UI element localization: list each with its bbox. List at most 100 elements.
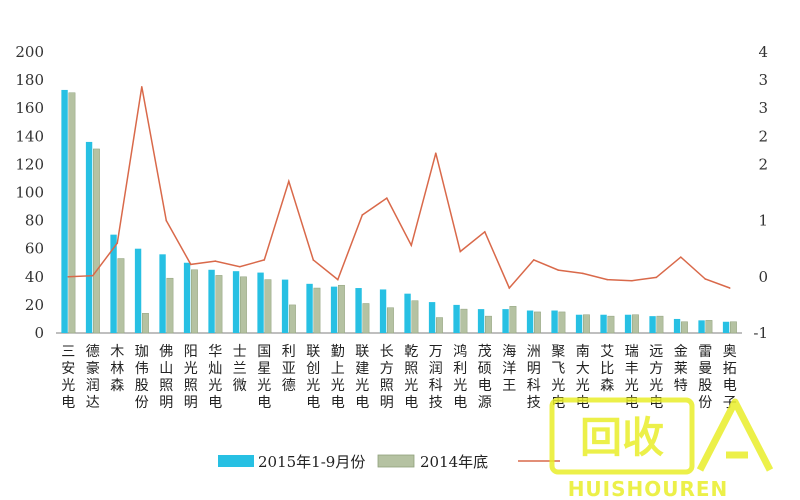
line-series-group [67, 86, 731, 290]
category-label: 国星光电 [257, 344, 271, 411]
line-point [336, 278, 339, 281]
bar-2015 [110, 234, 117, 333]
bar-2015 [526, 310, 534, 333]
category-label: 鸿利光电 [453, 343, 467, 411]
bar-2015 [61, 89, 68, 333]
line-point [67, 276, 70, 278]
line-point [385, 197, 388, 199]
bar-2015 [183, 262, 191, 333]
category-label: 雷曼股份 [698, 344, 712, 411]
watermark-logo-text: 回收 [580, 413, 664, 462]
watermark-brand-text: HUISHOUREN [568, 477, 729, 500]
bar-2014 [338, 284, 345, 334]
line-point [312, 259, 315, 261]
bar-2015 [673, 318, 681, 333]
legend-label-2014: 2014年底 [420, 453, 488, 471]
line-point [214, 260, 217, 262]
bar-2014 [264, 279, 272, 334]
bar-2015 [428, 302, 436, 333]
line-point [557, 269, 560, 271]
line-point [91, 274, 94, 277]
bar-2014 [509, 306, 517, 334]
watermark-box [549, 397, 695, 475]
bar-2014 [485, 315, 492, 334]
bar-2015 [85, 141, 93, 333]
bar-2014 [142, 313, 149, 334]
bar-2014 [387, 307, 394, 334]
y2-tick-label: 3 [758, 99, 768, 117]
y-tick-label: 80 [25, 212, 44, 230]
category-label: 联创光电 [306, 344, 320, 411]
category-label: 利亚德 [282, 344, 296, 394]
line-point [140, 86, 143, 88]
bar-series-group [61, 89, 737, 334]
bar-2015 [232, 271, 240, 333]
bar-2014 [656, 315, 664, 334]
line-point [728, 287, 731, 289]
line-point [508, 287, 511, 289]
category-label: 艾比森 [600, 344, 614, 394]
line-point [116, 242, 119, 244]
line-point [704, 278, 707, 280]
category-label: 海洋王 [502, 344, 516, 394]
bar-2015 [477, 309, 485, 333]
bar-2015 [575, 314, 583, 333]
bar-2014 [534, 311, 541, 334]
category-label: 德豪润达 [86, 344, 100, 411]
bar-2014 [68, 92, 76, 334]
y2-tick-label: 1 [758, 212, 768, 230]
bar-2014 [166, 277, 174, 334]
category-label: 木林森 [110, 344, 124, 394]
bar-2014 [289, 304, 296, 334]
y-tick-label: 100 [15, 184, 44, 202]
category-label: 长方照明 [380, 344, 394, 411]
category-label: 联建光电 [355, 344, 369, 411]
category-label: 三安光电 [61, 344, 75, 411]
y-tick-label: 160 [15, 99, 44, 117]
bar-2015 [208, 269, 215, 333]
category-label: 勤上光电 [331, 344, 345, 411]
bar-2014 [558, 311, 566, 334]
line-point [287, 180, 290, 183]
bar-2014 [705, 320, 713, 334]
y-tick-label: 140 [15, 127, 44, 145]
y-tick-label: 20 [25, 296, 44, 314]
bar-2015 [134, 248, 142, 333]
category-label: 珈伟股份 [135, 344, 149, 411]
bar-2015 [453, 304, 460, 333]
category-label: 洲明科技 [527, 344, 541, 411]
bar-2014 [117, 258, 125, 334]
legend: 2015年1-9月份 2014年底 [218, 453, 560, 471]
bar-2014 [681, 321, 688, 334]
y-tick-label: 60 [25, 240, 44, 258]
y-tick-label: 180 [15, 71, 44, 89]
y-tick-label: 120 [15, 155, 44, 173]
y2-tick-label: -1 [753, 324, 768, 342]
line-point [483, 231, 486, 233]
line-point [679, 256, 682, 258]
watermark-logo: 回收 HUISHOUREN [549, 397, 774, 500]
bar-2014 [313, 287, 321, 334]
right-axis-ticks: -1 0 1 2 2 3 3 4 [753, 43, 768, 342]
bar-2014 [730, 321, 737, 334]
bar-2015 [281, 279, 289, 333]
bar-2015 [404, 293, 411, 333]
category-label: 阳光照明 [184, 344, 198, 411]
y-tick-label: 200 [15, 43, 44, 61]
category-label: 士兰微 [233, 344, 247, 394]
category-label: 茂硕电源 [478, 343, 492, 411]
bar-2015 [551, 310, 558, 333]
bar-2015 [502, 309, 509, 333]
bar-2015 [600, 314, 607, 333]
bar-2014 [411, 300, 419, 334]
bar-2014 [460, 308, 468, 334]
y2-tick-label: 3 [758, 71, 768, 89]
legend-swatch-2014 [377, 454, 415, 468]
line-point [606, 278, 609, 281]
bar-2015 [257, 272, 264, 333]
bar-2015 [698, 320, 705, 333]
bar-2015 [649, 316, 656, 333]
category-label: 聚飞光电 [551, 344, 565, 411]
y-tick-label: 40 [25, 268, 44, 286]
